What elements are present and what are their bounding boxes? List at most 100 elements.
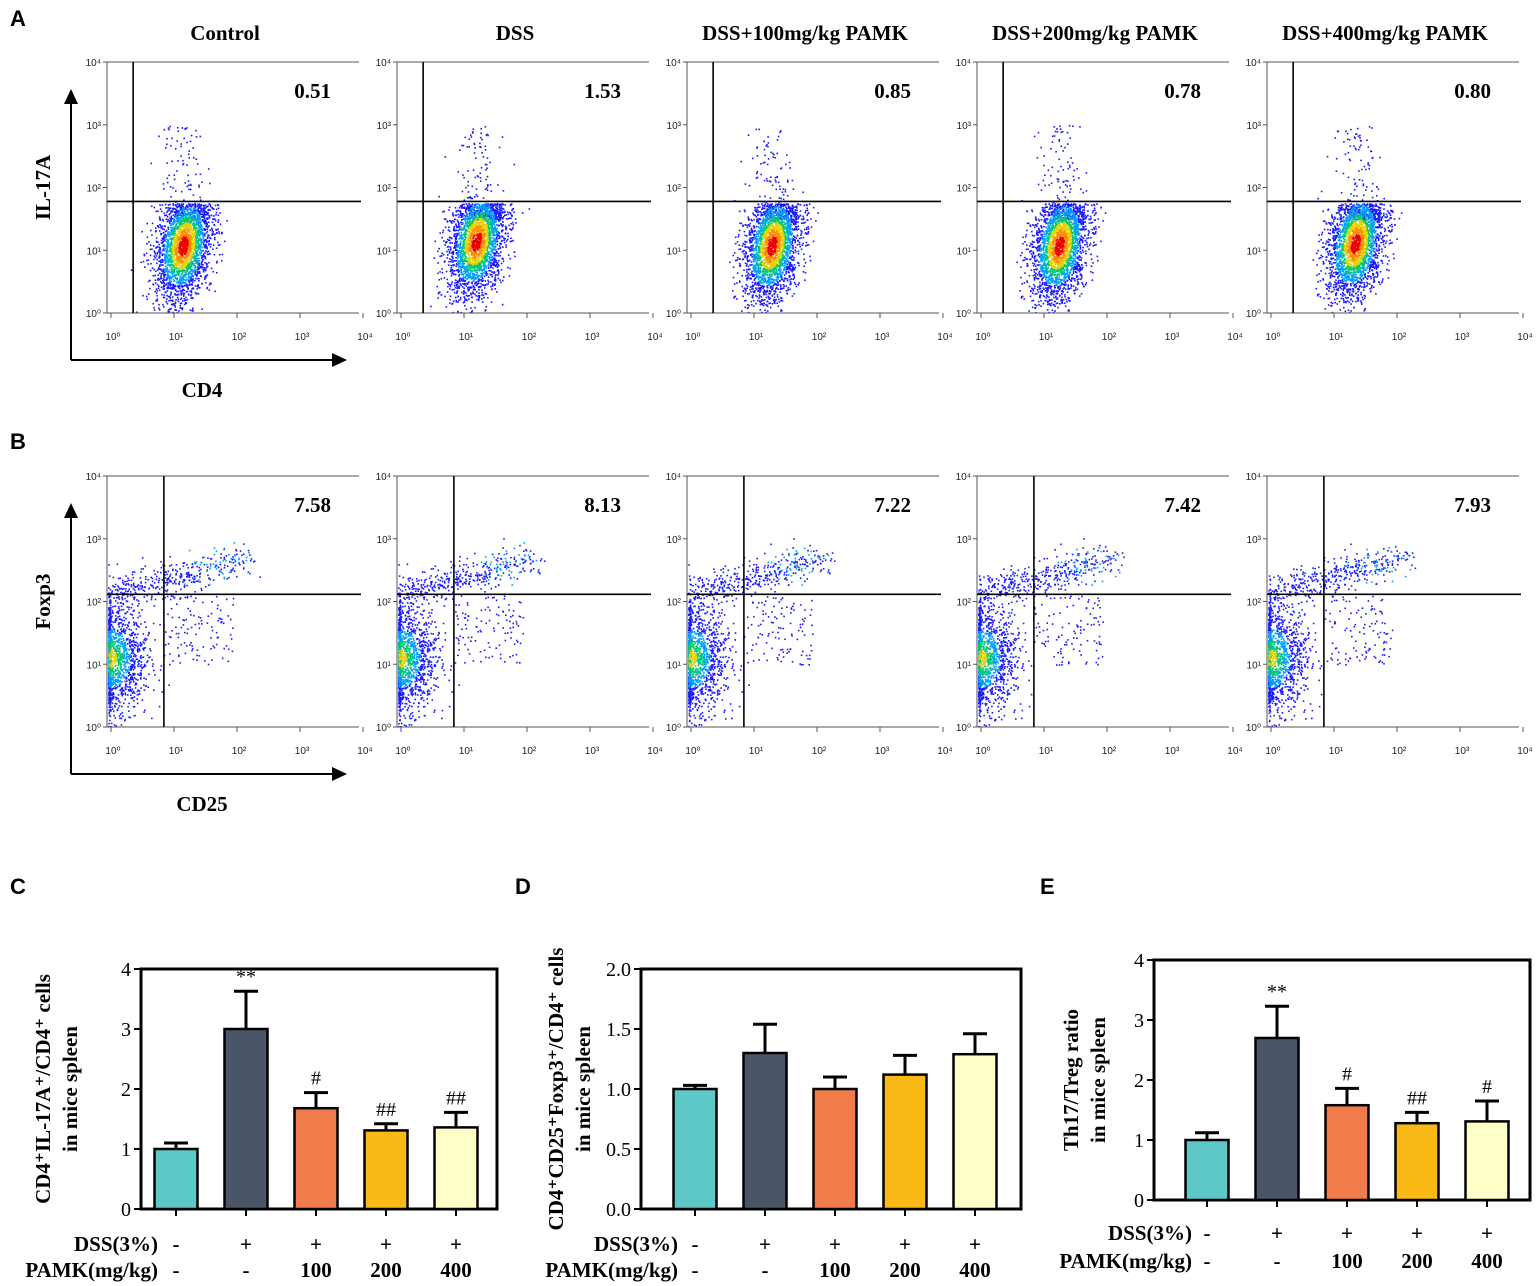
event-dot bbox=[164, 255, 166, 257]
event-dot bbox=[199, 206, 201, 208]
event-dot bbox=[191, 280, 193, 282]
event-dot bbox=[178, 211, 180, 213]
event-dot bbox=[203, 205, 205, 207]
event-dot bbox=[184, 300, 186, 302]
event-dot bbox=[151, 234, 153, 236]
event-dot bbox=[168, 210, 170, 212]
event-dot bbox=[180, 146, 182, 148]
event-dot bbox=[165, 231, 167, 233]
event-dot bbox=[199, 272, 201, 274]
event-dot bbox=[171, 269, 173, 271]
event-dot bbox=[172, 269, 174, 271]
event-dot bbox=[201, 308, 203, 310]
event-dot bbox=[205, 282, 207, 284]
event-dot bbox=[194, 280, 196, 282]
event-dot bbox=[208, 215, 210, 217]
event-dot bbox=[194, 208, 196, 210]
event-dot bbox=[190, 309, 192, 311]
event-dot bbox=[182, 210, 184, 212]
event-dot bbox=[167, 303, 169, 305]
event-dot bbox=[158, 288, 160, 290]
event-dot bbox=[164, 260, 166, 262]
event-dot bbox=[161, 264, 163, 266]
group-title-1: Control bbox=[190, 21, 260, 45]
event-dot bbox=[211, 268, 213, 270]
event-dot bbox=[182, 160, 184, 162]
event-dot bbox=[176, 210, 178, 212]
event-dot bbox=[180, 207, 182, 209]
event-dot bbox=[201, 209, 203, 211]
event-dot bbox=[174, 294, 176, 296]
event-dot bbox=[200, 221, 202, 223]
event-dot bbox=[214, 237, 216, 239]
event-dot bbox=[166, 267, 168, 269]
event-dot bbox=[174, 306, 176, 308]
event-dot bbox=[212, 219, 214, 221]
event-dot bbox=[172, 284, 174, 286]
event-dot bbox=[158, 250, 160, 252]
event-dot bbox=[192, 261, 194, 263]
event-dot bbox=[197, 271, 199, 273]
event-dot bbox=[169, 249, 171, 251]
event-dot bbox=[166, 298, 168, 300]
event-dot bbox=[191, 291, 193, 293]
event-dot bbox=[172, 303, 174, 305]
event-dot bbox=[177, 130, 179, 132]
event-dot bbox=[197, 273, 199, 275]
event-dot bbox=[168, 300, 170, 302]
panel-label-d: D bbox=[515, 874, 531, 899]
event-dot bbox=[154, 309, 156, 311]
event-dot bbox=[166, 162, 168, 164]
event-dot bbox=[181, 210, 183, 212]
event-dot bbox=[185, 302, 187, 304]
event-dot bbox=[192, 264, 194, 266]
event-dot bbox=[175, 205, 177, 207]
event-dot bbox=[163, 183, 165, 185]
event-dot bbox=[209, 289, 211, 291]
event-dot bbox=[158, 279, 160, 281]
event-dot bbox=[202, 216, 204, 218]
event-dot bbox=[211, 215, 213, 217]
event-dot bbox=[194, 205, 196, 207]
event-dot bbox=[214, 225, 216, 227]
event-dot bbox=[177, 294, 179, 296]
event-dot bbox=[169, 235, 171, 237]
event-dot bbox=[196, 211, 198, 213]
event-dot bbox=[177, 299, 179, 301]
event-dot bbox=[184, 285, 186, 287]
event-dot bbox=[187, 186, 189, 188]
event-dot bbox=[176, 274, 178, 276]
event-dot bbox=[170, 308, 172, 310]
event-dot bbox=[197, 285, 199, 287]
event-dot bbox=[148, 259, 150, 261]
event-dot bbox=[164, 274, 166, 276]
event-dot bbox=[196, 158, 198, 160]
event-dot bbox=[204, 247, 206, 249]
event-dot bbox=[170, 227, 172, 229]
event-dot bbox=[185, 217, 187, 219]
event-dot bbox=[156, 255, 158, 257]
event-dot bbox=[199, 197, 201, 199]
event-dot bbox=[184, 128, 186, 130]
event-dot bbox=[151, 163, 153, 165]
event-dot bbox=[207, 254, 209, 256]
event-dot bbox=[160, 233, 162, 235]
event-dot bbox=[208, 235, 210, 237]
event-dot bbox=[163, 278, 165, 280]
event-dot bbox=[161, 240, 163, 242]
event-dot bbox=[168, 129, 170, 131]
event-dot bbox=[131, 269, 133, 271]
event-dot bbox=[169, 283, 171, 285]
event-dot bbox=[196, 262, 198, 264]
event-dot bbox=[152, 303, 154, 305]
event-dot bbox=[190, 185, 192, 187]
event-dot bbox=[176, 224, 178, 226]
event-dot bbox=[215, 205, 217, 207]
event-dot bbox=[205, 250, 207, 252]
event-dot bbox=[172, 296, 174, 298]
event-dot bbox=[207, 237, 209, 239]
event-dot bbox=[162, 288, 164, 290]
event-dot bbox=[214, 239, 216, 241]
event-dot bbox=[172, 276, 174, 278]
event-dot bbox=[176, 227, 178, 229]
